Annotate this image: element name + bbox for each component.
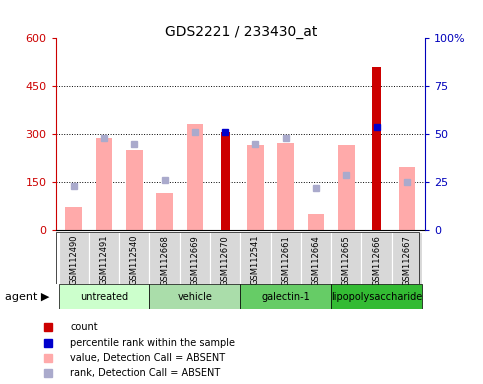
Bar xyxy=(186,124,203,230)
Bar xyxy=(58,232,89,284)
Bar xyxy=(241,284,331,309)
Bar xyxy=(149,232,180,284)
Text: untreated: untreated xyxy=(80,291,128,302)
Text: GSM112490: GSM112490 xyxy=(69,235,78,285)
Bar xyxy=(277,143,294,230)
Bar xyxy=(65,207,82,230)
Bar xyxy=(338,145,355,230)
Bar xyxy=(392,232,422,284)
Text: percentile rank within the sample: percentile rank within the sample xyxy=(70,338,235,348)
Text: GSM112664: GSM112664 xyxy=(312,235,321,286)
Text: GSM112667: GSM112667 xyxy=(402,235,412,286)
Bar xyxy=(301,232,331,284)
Text: GSM112670: GSM112670 xyxy=(221,235,229,286)
Text: agent ▶: agent ▶ xyxy=(5,291,49,302)
Bar xyxy=(331,232,361,284)
Bar xyxy=(149,284,241,309)
Text: GSM112541: GSM112541 xyxy=(251,235,260,285)
Bar xyxy=(58,284,149,309)
Text: value, Detection Call = ABSENT: value, Detection Call = ABSENT xyxy=(70,353,225,363)
Text: count: count xyxy=(70,322,98,332)
Text: GDS2221 / 233430_at: GDS2221 / 233430_at xyxy=(165,25,318,39)
Text: galectin-1: galectin-1 xyxy=(261,291,310,302)
Bar xyxy=(247,145,264,230)
Bar xyxy=(156,193,173,230)
Text: lipopolysaccharide: lipopolysaccharide xyxy=(331,291,422,302)
Text: GSM112540: GSM112540 xyxy=(130,235,139,285)
Bar xyxy=(119,232,149,284)
Bar xyxy=(331,284,422,309)
Bar xyxy=(96,138,113,230)
Bar xyxy=(270,232,301,284)
Bar xyxy=(126,150,142,230)
Text: rank, Detection Call = ABSENT: rank, Detection Call = ABSENT xyxy=(70,368,220,378)
Text: GSM112668: GSM112668 xyxy=(160,235,169,286)
Text: GSM112661: GSM112661 xyxy=(281,235,290,286)
Text: GSM112665: GSM112665 xyxy=(342,235,351,286)
Bar xyxy=(89,232,119,284)
Bar xyxy=(308,214,325,230)
Text: GSM112491: GSM112491 xyxy=(99,235,109,285)
Text: GSM112666: GSM112666 xyxy=(372,235,381,286)
Bar xyxy=(221,132,230,230)
Bar xyxy=(372,67,381,230)
Bar xyxy=(361,232,392,284)
Bar xyxy=(241,232,270,284)
Text: vehicle: vehicle xyxy=(177,291,213,302)
Bar xyxy=(398,167,415,230)
Text: GSM112669: GSM112669 xyxy=(190,235,199,286)
Bar xyxy=(210,232,241,284)
Bar xyxy=(180,232,210,284)
